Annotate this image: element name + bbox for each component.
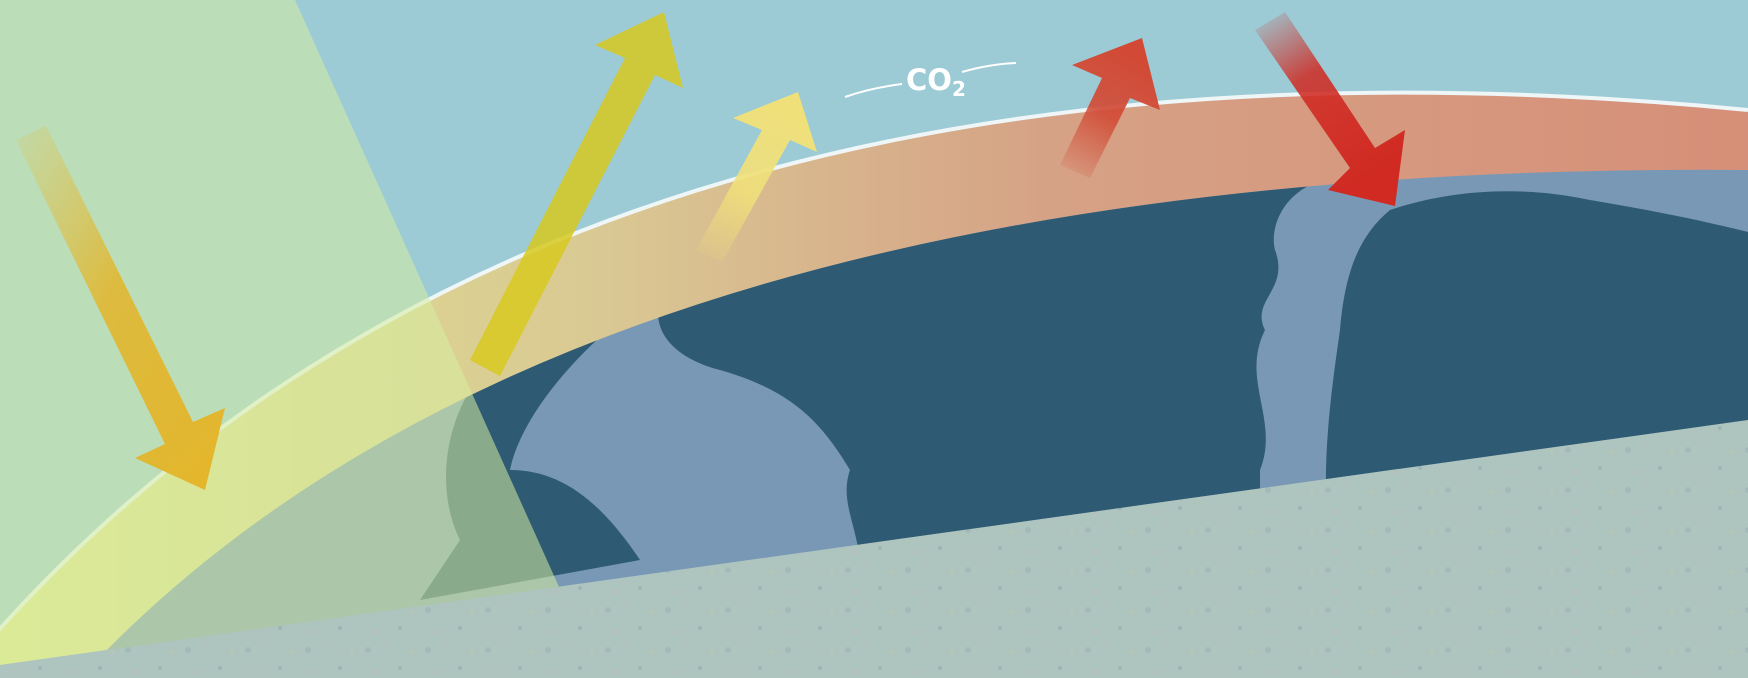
ground-photo-tint	[0, 420, 1748, 678]
co2-line-right	[961, 62, 1017, 73]
ground-photo	[0, 420, 1748, 678]
infrared-back-radiation-arrow-icon	[1255, 12, 1405, 206]
infrared-escape-arrow-icon	[1060, 38, 1160, 178]
sunlight-to-atmosphere-arrow-icon	[696, 92, 817, 262]
reflected-sunlight-arrow-icon	[470, 12, 683, 376]
co2-label-main: CO	[906, 63, 952, 97]
incoming-sunlight-arrow-icon	[16, 126, 225, 490]
co2-label-subscript: 2	[952, 77, 966, 101]
continent-main	[658, 174, 1310, 560]
coastal-island	[1545, 228, 1600, 249]
sunlight-beam	[0, 0, 600, 678]
co2-line-left	[844, 83, 903, 98]
co2-label: CO2	[906, 63, 966, 101]
